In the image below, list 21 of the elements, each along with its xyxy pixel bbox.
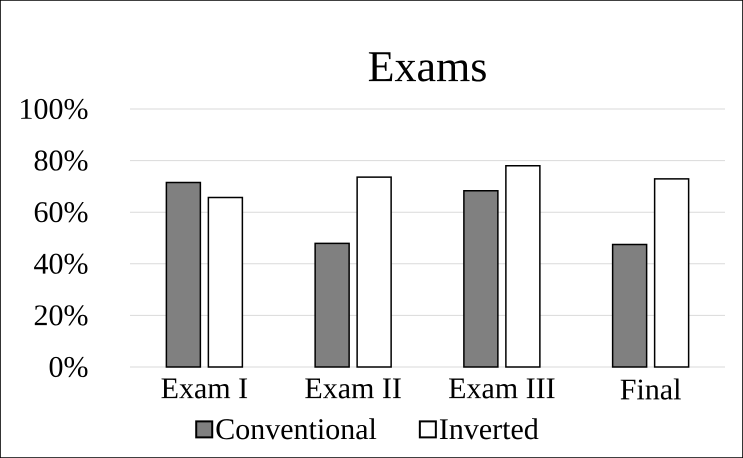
x-tick-label: Exam II [305,378,401,398]
y-tick-label: 60% [34,202,88,222]
bar [356,176,392,368]
legend-label: Conventional [216,418,376,440]
chart-title: Exams [368,52,486,82]
x-tick-label: Exam I [162,378,248,398]
y-tick-label: 0% [50,356,88,378]
legend-label: Inverted [440,418,538,440]
x-tick-label: Final [620,378,681,400]
bar [208,196,244,368]
bar [166,182,202,368]
bar [654,178,690,368]
bar [463,190,499,368]
y-tick-label: 80% [34,150,88,171]
y-tick-label: 20% [34,305,88,326]
y-tick-label: 40% [34,254,88,274]
bar [612,244,648,368]
y-tick-label: 100% [21,98,88,120]
bar [314,242,350,368]
bar [505,165,541,368]
x-tick-label: Exam III [449,378,555,398]
